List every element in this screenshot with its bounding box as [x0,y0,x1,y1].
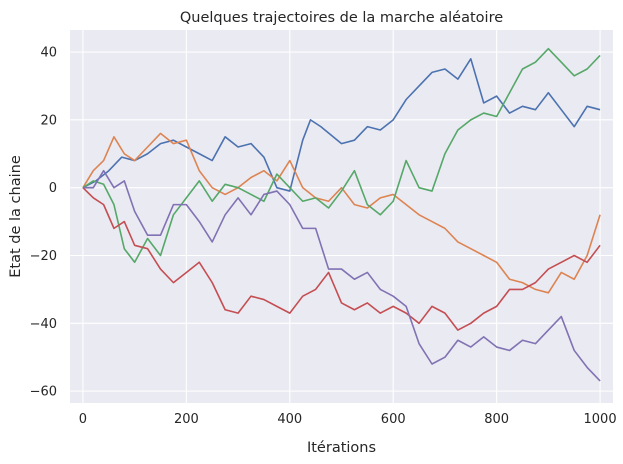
series-line-2 [82,132,601,294]
y-tick-label: −60 [30,385,57,400]
tick-labels: 0 200 400 600 800 1000 −60 −40 −20 0 20 40 [30,46,617,427]
x-tick-label: 0 [79,412,87,427]
x-tick-label: 600 [381,412,406,427]
y-tick-label: 40 [40,46,57,61]
x-axis-label: Itérations [307,440,376,456]
y-tick-label: 20 [40,113,57,128]
y-tick-label: −20 [30,249,57,264]
series-group [82,47,601,382]
y-axis-label: Etat de la chaine [8,155,24,278]
series-line-1 [82,58,601,192]
x-tick-label: 1000 [584,412,617,427]
y-tick-label: 0 [49,181,57,196]
x-tick-label: 800 [484,412,509,427]
plot-area [70,30,613,403]
series-line-4 [82,187,601,331]
y-tick-label: −40 [30,317,57,332]
chart-title: Quelques trajectoires de la marche aléat… [180,10,503,26]
x-tick-label: 400 [277,412,302,427]
series-line-5 [82,169,601,382]
series-line-3 [82,47,601,264]
x-tick-label: 200 [174,412,199,427]
